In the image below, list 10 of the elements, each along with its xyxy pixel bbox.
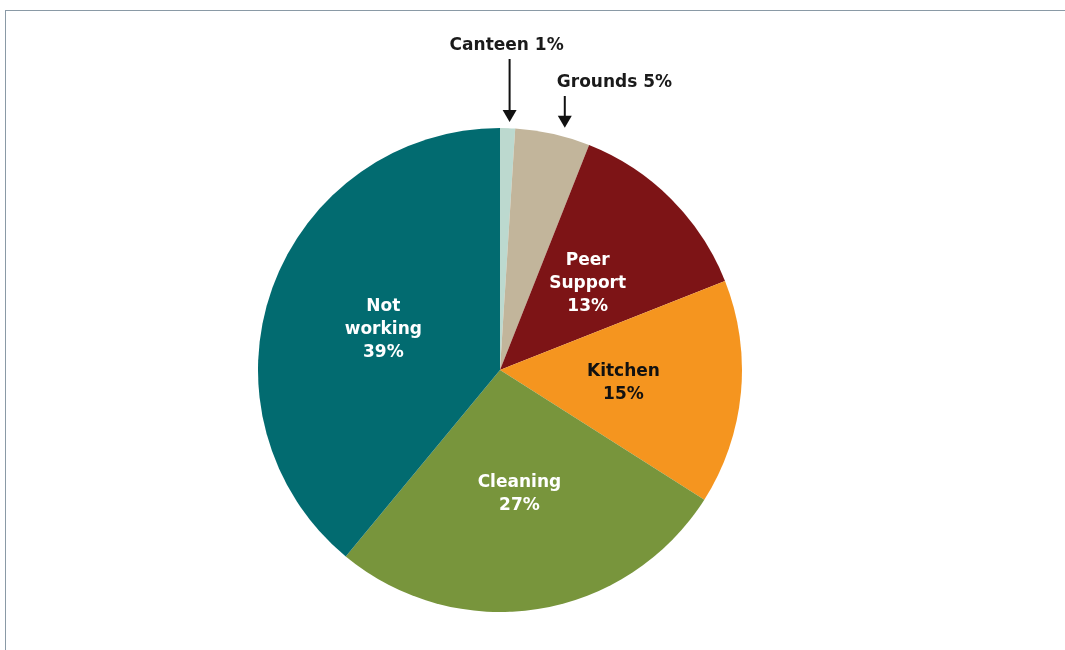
data-label: 39% (362, 341, 404, 361)
slice-label: Canteen 1% (449, 33, 564, 54)
data-label: 15% (603, 383, 644, 404)
slice-label: Kitchen (586, 360, 660, 381)
data-label: 27% (499, 493, 540, 514)
slice-label: Peer Support (549, 249, 627, 293)
slice-label: Cleaning (477, 470, 562, 491)
slice-label: Not working (344, 295, 422, 338)
data-label: 13% (567, 295, 609, 316)
slice-label: Grounds 5% (556, 70, 673, 91)
